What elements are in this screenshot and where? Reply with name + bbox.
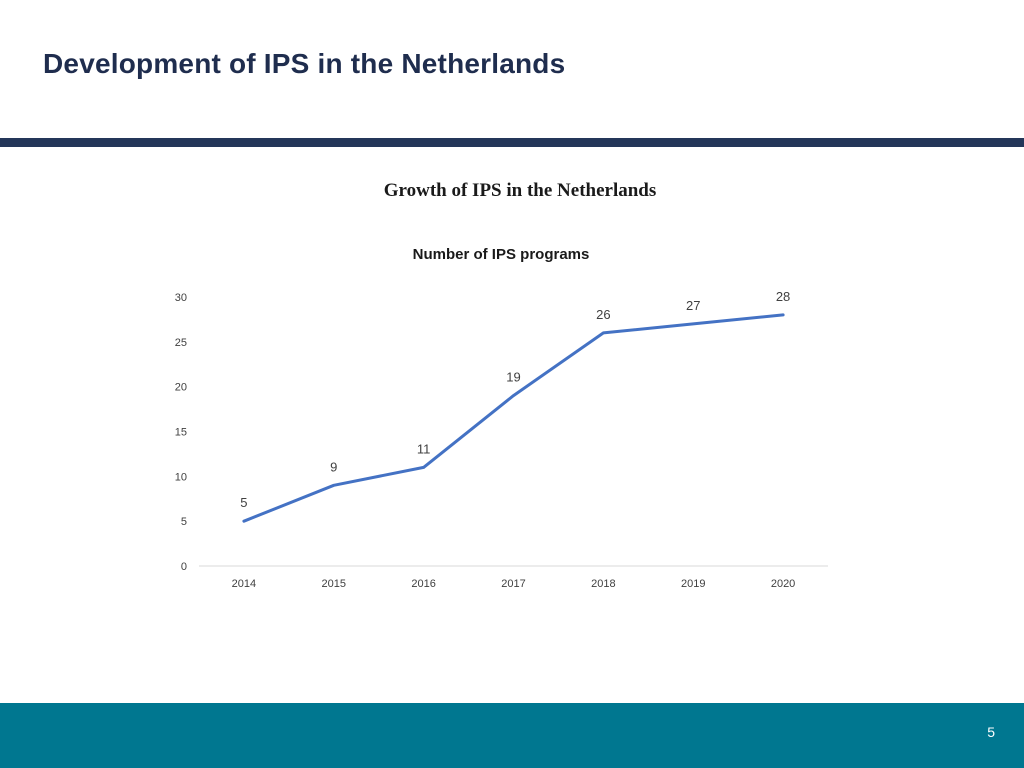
- series-name-label: Number of IPS programs: [413, 246, 590, 263]
- series-line: [242, 313, 785, 523]
- y-tick-label: 25: [175, 337, 187, 349]
- y-tick-label: 5: [181, 516, 187, 528]
- y-tick-label: 30: [175, 292, 187, 304]
- y-tick-label: 15: [175, 427, 187, 439]
- data-label: 9: [330, 459, 337, 474]
- data-label: 5: [240, 495, 247, 510]
- data-label: 19: [506, 370, 520, 385]
- y-tick-label: 20: [175, 382, 187, 394]
- x-tick-label: 2020: [771, 578, 795, 590]
- chart-title: Growth of IPS in the Netherlands: [383, 180, 657, 201]
- data-label: 26: [596, 307, 610, 322]
- x-tick-label: 2016: [411, 578, 435, 590]
- x-tick-label: 2017: [501, 578, 525, 590]
- title-divider: [0, 138, 1024, 147]
- data-label: 28: [776, 289, 790, 304]
- x-tick-label: 2014: [232, 578, 256, 590]
- slide-title: Development of IPS in the Netherlands: [43, 48, 566, 79]
- x-tick-label: 2019: [681, 578, 705, 590]
- page-number: 5: [987, 724, 995, 740]
- x-tick-label: 2015: [322, 578, 346, 590]
- y-tick-label: 0: [181, 561, 187, 573]
- y-tick-label: 10: [175, 471, 187, 483]
- footer-bar: [0, 703, 1024, 768]
- data-label: 27: [686, 298, 700, 313]
- x-tick-label: 2018: [591, 578, 615, 590]
- data-label: 11: [417, 441, 431, 456]
